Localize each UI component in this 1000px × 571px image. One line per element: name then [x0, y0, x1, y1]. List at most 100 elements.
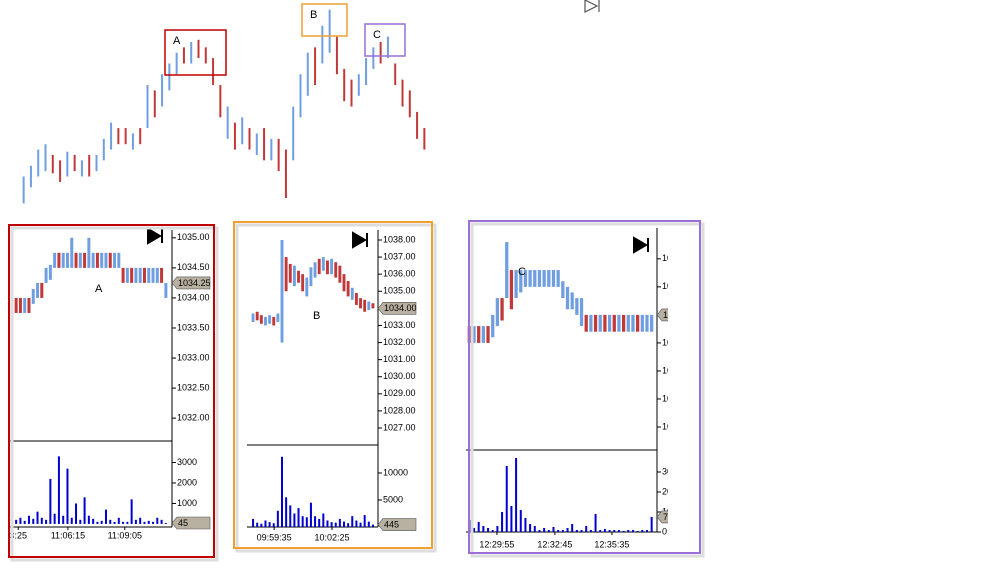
volume-bar	[66, 468, 69, 524]
volume-bar	[580, 530, 583, 532]
y-tick-label: 1028.00	[383, 405, 416, 415]
price-bar	[255, 133, 258, 155]
price-bar	[306, 52, 309, 96]
volume-bar	[143, 521, 146, 524]
price-bar	[528, 270, 532, 287]
price-bar	[87, 237, 91, 268]
price-bar	[408, 90, 411, 118]
price-bar	[305, 277, 309, 297]
volume-bar	[79, 519, 82, 524]
go-to-end-icon[interactable]	[147, 227, 163, 245]
volume-bar	[645, 530, 648, 532]
price-bar	[321, 25, 324, 64]
price-bar	[617, 314, 621, 332]
price-bar	[91, 252, 95, 268]
price-bar	[334, 262, 338, 278]
volume-bar	[301, 516, 304, 527]
y-tick-label: 1027.00	[383, 422, 416, 432]
price-bar	[160, 267, 164, 283]
go-to-end-icon[interactable]	[352, 231, 368, 249]
volume-bar	[538, 530, 541, 532]
volume-bar	[557, 530, 560, 532]
price-bar	[27, 297, 31, 313]
volume-bar	[70, 517, 73, 524]
x-tick-label: 09:59:35	[257, 532, 292, 542]
volume-bar	[515, 458, 518, 532]
price-bar	[509, 270, 514, 310]
y-tick-label: 1035.00	[662, 281, 695, 291]
x-tick-label: 12:35:35	[594, 539, 629, 549]
go-to-end-icon[interactable]	[584, 0, 600, 13]
y-tick-label: 1033.00	[383, 320, 416, 330]
volume-bar	[126, 521, 129, 524]
price-bar	[326, 260, 329, 275]
price-bar	[95, 252, 99, 268]
price-bar	[66, 151, 69, 177]
volume-bar	[40, 517, 43, 524]
price-bar	[264, 316, 267, 326]
volume-bar	[15, 519, 18, 524]
volume-bar	[636, 531, 639, 532]
price-bar	[44, 144, 47, 172]
volume-bar	[289, 505, 292, 527]
price-bar	[371, 303, 375, 309]
volume-bar	[92, 518, 95, 524]
volume-bar	[566, 528, 569, 532]
price-bar	[486, 326, 490, 343]
volume-bar	[122, 521, 125, 524]
annotation-label: A	[173, 35, 181, 47]
price-bar	[650, 314, 654, 332]
volume-bar	[53, 513, 56, 524]
price-bar	[593, 314, 598, 332]
price-bar	[533, 270, 537, 287]
volume-bar	[100, 520, 103, 524]
volume-tick-label: 5000	[383, 494, 403, 504]
price-bar	[579, 298, 584, 327]
volume-tick-label: 3000	[177, 457, 197, 467]
annotation-box	[301, 3, 348, 37]
volume-bar	[305, 517, 308, 527]
price-bar	[280, 239, 284, 343]
annotation-label: B	[310, 9, 317, 21]
annotation-box	[164, 29, 227, 76]
price-bar	[117, 128, 120, 145]
price-bar	[514, 270, 518, 299]
price-marker-label: 45	[178, 518, 188, 528]
volume-bar	[264, 520, 267, 527]
price-bar	[288, 263, 292, 283]
price-bar	[151, 267, 155, 283]
price-bar	[29, 165, 32, 188]
y-tick-label: 1029.00	[383, 388, 416, 398]
price-bar	[155, 267, 159, 283]
price-bar	[51, 154, 54, 174]
volume-bar	[552, 527, 555, 532]
volume-bar	[338, 518, 341, 527]
price-bar	[164, 282, 168, 298]
price-bar	[292, 265, 296, 287]
volume-bar	[367, 521, 370, 527]
price-marker-label: 1034.25	[178, 278, 211, 288]
price-bar	[631, 314, 635, 332]
price-bar	[500, 298, 504, 321]
price-marker-label: 1034.50	[663, 310, 696, 320]
price-bar	[342, 274, 346, 292]
volume-bar	[57, 456, 60, 524]
volume-bar	[510, 506, 513, 532]
price-bar	[226, 106, 229, 139]
price-bar	[168, 63, 171, 91]
price-bar	[277, 138, 280, 172]
volume-bar	[571, 524, 574, 532]
volume-bar	[268, 522, 271, 527]
inset-frame	[468, 220, 701, 554]
price-bar	[537, 270, 542, 287]
volume-tick-label: 2000	[662, 486, 682, 496]
volume-bar	[505, 466, 508, 532]
price-marker	[656, 510, 668, 524]
y-tick-label: 1033.00	[177, 352, 210, 362]
volume-bar	[351, 516, 354, 527]
go-to-end-icon[interactable]	[633, 236, 649, 254]
price-bar	[263, 128, 266, 161]
price-bar	[59, 160, 62, 182]
price-bar	[335, 36, 338, 75]
